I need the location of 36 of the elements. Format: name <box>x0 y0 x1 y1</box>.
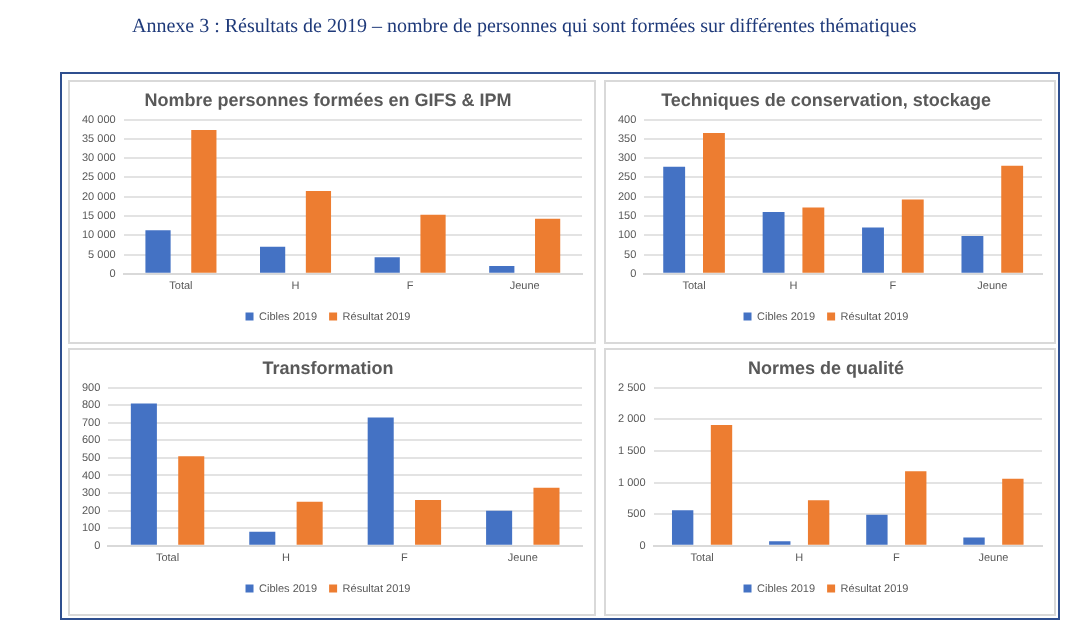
bar <box>486 510 513 545</box>
bar <box>145 230 171 273</box>
bar <box>703 133 725 273</box>
bar <box>305 190 332 273</box>
bar <box>260 246 286 273</box>
bar <box>762 212 785 273</box>
bar <box>802 207 825 273</box>
bar <box>671 510 694 545</box>
bar <box>1002 478 1024 545</box>
bar <box>178 456 205 545</box>
bar <box>296 501 323 545</box>
bar <box>130 403 157 545</box>
bar <box>420 214 446 273</box>
bar <box>249 531 276 545</box>
bar <box>191 130 217 273</box>
bar <box>535 218 561 273</box>
bar <box>901 199 924 273</box>
chart-title: Techniques de conservation, stockage <box>661 89 991 110</box>
bar <box>862 227 884 273</box>
bar <box>489 266 515 273</box>
bar <box>866 514 888 545</box>
bar <box>961 236 984 273</box>
bar <box>1001 165 1024 273</box>
chart-title: Transformation <box>262 357 394 378</box>
bar <box>415 500 442 545</box>
chart-title: Nombre personnes formées en GIFS & IPM <box>144 89 512 110</box>
bar <box>710 424 733 545</box>
bar <box>905 471 927 545</box>
bar <box>807 500 830 545</box>
chart-title: Normes de qualité <box>747 357 905 378</box>
bar <box>374 257 400 273</box>
bar <box>663 166 686 273</box>
bar <box>367 417 394 545</box>
text: Annexe 3 : Résultats de 2019 – nombre de personnes qui sont formées sur différentes thématiques <box>132 16 917 38</box>
bar <box>963 537 985 545</box>
bar <box>533 487 560 545</box>
